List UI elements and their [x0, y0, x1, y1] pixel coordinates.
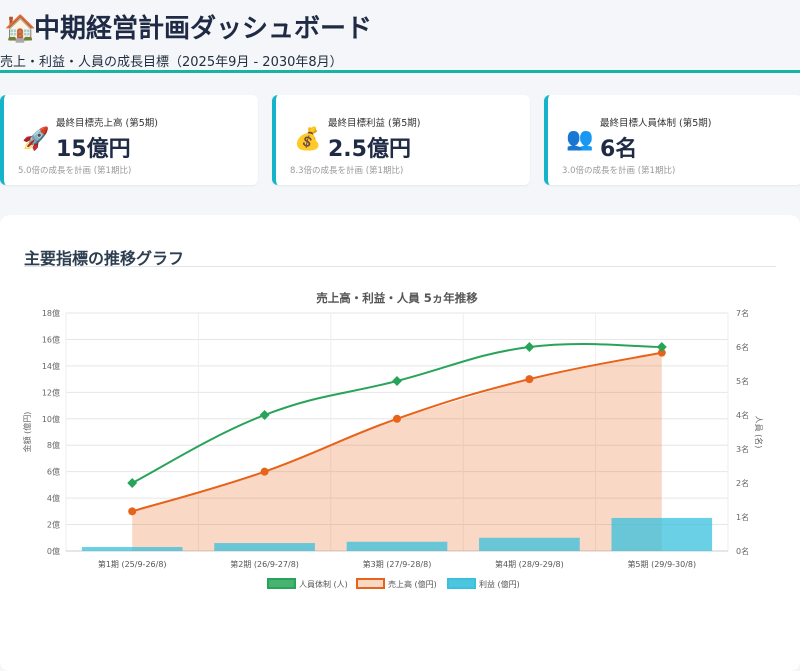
kpi-value: 6名: [600, 137, 638, 162]
y2-tick-label: 2名: [736, 478, 749, 488]
y2-tick-label: 0名: [736, 546, 749, 556]
y2-tick-label: 6名: [736, 342, 749, 352]
y-tick-label: 10億: [42, 414, 60, 424]
headcount-point: [127, 478, 138, 488]
sales-point: [260, 467, 269, 476]
headcount-point: [524, 342, 535, 352]
sales-point: [128, 507, 137, 516]
legend-swatch: [267, 578, 296, 589]
house-icon: 🏠: [4, 14, 37, 44]
divider: [24, 266, 776, 267]
rocket-icon: 🚀: [22, 127, 50, 152]
panel-title: 主要指標の推移グラフ: [24, 249, 185, 268]
page-title: 🏠中期経営計画ダッシュボード: [4, 8, 372, 45]
kpi-label: 最終目標売上高 (第5期): [56, 118, 158, 129]
kpi-card-headcount: 👥 最終目標人員体制 (第5期) 6名 3.0倍の成長を計画 (第1期比): [544, 95, 800, 185]
kpi-card-profit: 💰 最終目標利益 (第5期) 2.5億円 8.3倍の成長を計画 (第1期比): [272, 95, 530, 185]
y-tick-label: 16億: [42, 334, 60, 344]
money-bag-icon: 💰: [294, 127, 322, 152]
kpi-label: 最終目標利益 (第5期): [328, 118, 421, 129]
chart-panel: 主要指標の推移グラフ 売上高・利益・人員 5ヵ年推移 0億 2億 4億 6億 8億 10億 1…: [0, 215, 800, 671]
y-axis-label: 金額 (億円): [22, 412, 32, 453]
kpi-value: 2.5億円: [328, 137, 411, 162]
y2-tick-label: 1名: [736, 512, 749, 522]
y2-tick-label: 3名: [736, 444, 749, 454]
y-tick-label: 18億: [42, 308, 60, 318]
kpi-note: 3.0倍の成長を計画 (第1期比): [562, 166, 676, 176]
x-tick-label: 第5期 (29/9-30/8): [627, 559, 696, 569]
header: 🏠中期経営計画ダッシュボード 売上・利益・人員の成長目標（2025年9月 - 2…: [0, 0, 800, 73]
kpi-card-sales: 🚀 最終目標売上高 (第5期) 15億円 5.0倍の成長を計画 (第1期比): [0, 95, 258, 185]
kpi-note: 8.3倍の成長を計画 (第1期比): [290, 166, 404, 176]
y2-tick-label: 4名: [736, 410, 749, 420]
y-tick-label: 8億: [47, 440, 60, 450]
profit-bar: [81, 547, 183, 551]
sales-point: [393, 414, 401, 423]
page-subtitle: 売上・利益・人員の成長目標（2025年9月 - 2030年8月）: [0, 55, 343, 70]
profit-bar: [214, 543, 315, 551]
legend-swatch: [447, 578, 476, 589]
y-tick-label: 0億: [47, 546, 60, 556]
x-tick-label: 第4期 (28/9-29/8): [495, 559, 564, 569]
y2-axis-label: 人員 (名): [754, 416, 764, 449]
legend-label: 売上高 (億円): [388, 579, 437, 589]
legend-label: 利益 (億円): [479, 579, 520, 589]
kpi-label: 最終目標人員体制 (第5期): [600, 118, 712, 129]
chart: 売上高・利益・人員 5ヵ年推移 0億 2億 4億 6億 8億 10億 12億 14億 16億 18億…: [22, 291, 764, 589]
headcount-point: [656, 342, 667, 352]
headcount-point: [392, 376, 402, 386]
profit-bar: [346, 541, 448, 551]
people-icon: 👥: [566, 127, 594, 152]
kpi-value: 15億円: [56, 137, 131, 162]
y2-tick-label: 5名: [736, 376, 749, 386]
x-tick-label: 第1期 (25/9-26/8): [98, 559, 167, 569]
x-tick-label: 第3期 (27/9-28/8): [363, 559, 432, 569]
y-tick-label: 2億: [47, 520, 60, 530]
legend-label: 人員体制 (人): [299, 579, 348, 589]
sales-point: [525, 375, 534, 384]
y-tick-label: 12億: [42, 387, 60, 397]
y-tick-label: 6億: [47, 467, 60, 477]
page-title-text: 中期経営計画ダッシュボード: [34, 14, 373, 44]
y2-tick-label: 7名: [736, 308, 749, 318]
y-tick-label: 14億: [42, 361, 60, 371]
kpi-note: 5.0倍の成長を計画 (第1期比): [18, 166, 132, 176]
y-tick-label: 4億: [47, 493, 60, 503]
profit-bar: [611, 517, 713, 551]
sales-point: [657, 348, 666, 357]
sales-area: [132, 352, 662, 551]
legend-swatch: [356, 578, 385, 589]
x-tick-label: 第2期 (26/9-27/8): [230, 559, 299, 569]
profit-bar: [479, 537, 580, 551]
chart-title: 売上高・利益・人員 5ヵ年推移: [316, 291, 478, 305]
